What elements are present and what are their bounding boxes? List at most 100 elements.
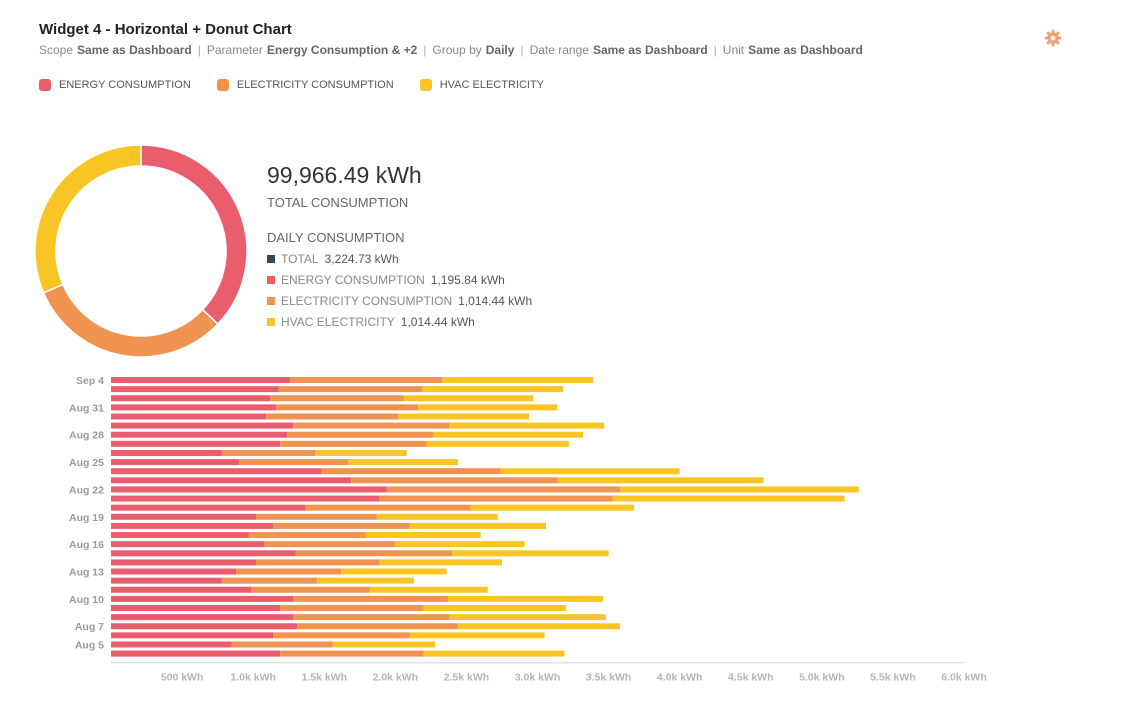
donut-slice[interactable] [42, 283, 219, 357]
bar-segment[interactable] [264, 541, 396, 548]
bar-segment[interactable] [111, 623, 298, 630]
bar-segment[interactable] [433, 431, 583, 438]
bar-segment[interactable] [236, 568, 342, 575]
bar-segment[interactable] [315, 449, 407, 456]
bar-segment[interactable] [418, 404, 558, 411]
bar-segment[interactable] [111, 650, 281, 657]
bar-segment[interactable] [111, 404, 276, 411]
bar-segment[interactable] [305, 504, 471, 511]
bar-segment[interactable] [369, 586, 488, 593]
bar-segment[interactable] [111, 431, 288, 438]
bar-segment[interactable] [386, 486, 620, 493]
bar-segment[interactable] [423, 605, 566, 611]
donut-slice[interactable] [140, 145, 247, 326]
bar-segment[interactable] [557, 477, 764, 484]
bar-segment[interactable] [295, 550, 453, 557]
bar-segment[interactable] [321, 468, 501, 475]
bar-segment[interactable] [409, 522, 547, 529]
bar-segment[interactable] [395, 541, 525, 548]
bar-segment[interactable] [332, 641, 436, 648]
bar-segment[interactable] [111, 477, 352, 484]
bar-segment[interactable] [111, 395, 271, 402]
bar-segment[interactable] [275, 404, 419, 411]
bar-segment[interactable] [270, 395, 404, 402]
bar-segment[interactable] [256, 559, 380, 566]
bar-segment[interactable] [273, 522, 410, 529]
bar-segment[interactable] [231, 641, 333, 648]
bar-segment[interactable] [111, 577, 222, 584]
bar-segment[interactable] [111, 614, 293, 621]
bar-segment[interactable] [111, 468, 322, 475]
bar-segment[interactable] [111, 550, 296, 557]
bar-segment[interactable] [111, 413, 266, 420]
bar-segment[interactable] [111, 522, 274, 529]
bar-segment[interactable] [449, 422, 605, 429]
bar-segment[interactable] [398, 413, 529, 420]
bar-segment[interactable] [442, 377, 593, 383]
bar-segment[interactable] [111, 422, 293, 429]
bar-segment[interactable] [500, 468, 680, 475]
bar-segment[interactable] [449, 614, 606, 621]
bar-segment[interactable] [111, 641, 232, 648]
bar-segment[interactable] [111, 440, 281, 447]
bar-segment[interactable] [341, 568, 447, 575]
bar-segment[interactable] [238, 459, 349, 466]
bar-segment[interactable] [265, 413, 399, 420]
bar-segment[interactable] [470, 504, 635, 511]
bar-segment[interactable] [317, 577, 414, 584]
bar-segment[interactable] [256, 513, 377, 520]
bar-segment[interactable] [379, 559, 502, 566]
bar-segment[interactable] [111, 459, 239, 466]
bar-segment[interactable] [447, 595, 603, 602]
donut-slice[interactable] [35, 145, 142, 294]
bar-segment[interactable] [111, 504, 306, 511]
gear-icon[interactable] [1044, 29, 1062, 47]
legend-item-energy-consumption[interactable]: ENERGY CONSUMPTION [39, 79, 191, 91]
bar-segment[interactable] [111, 532, 249, 539]
bar-segment[interactable] [111, 568, 237, 575]
bar-segment[interactable] [221, 577, 318, 584]
bar-segment[interactable] [111, 632, 274, 639]
bar-segment[interactable] [292, 614, 450, 621]
bar-segment[interactable] [111, 513, 257, 520]
bar-segment[interactable] [111, 377, 291, 383]
bar-segment[interactable] [403, 395, 534, 402]
legend-item-hvac-electricity[interactable]: HVAC ELECTRICITY [419, 79, 544, 91]
bar-segment[interactable] [111, 586, 252, 593]
bar-segment[interactable] [619, 486, 859, 493]
bar-segment[interactable] [280, 650, 424, 657]
bar-segment[interactable] [612, 495, 845, 502]
bar-segment[interactable] [221, 449, 316, 456]
bar-segment[interactable] [379, 495, 613, 502]
bar-segment[interactable] [457, 623, 620, 630]
bar-segment[interactable] [376, 513, 498, 520]
bar-segment[interactable] [426, 440, 569, 447]
bar-segment[interactable] [290, 377, 443, 383]
bar-segment[interactable] [351, 477, 558, 484]
bar-segment[interactable] [297, 623, 458, 630]
bar-segment[interactable] [111, 541, 265, 548]
bar-segment[interactable] [111, 559, 257, 566]
bar-segment[interactable] [348, 459, 458, 466]
bar-segment[interactable] [287, 431, 434, 438]
bar-segment[interactable] [292, 595, 448, 602]
bar-segment[interactable] [111, 449, 222, 456]
bar-segment[interactable] [111, 386, 279, 393]
bar-segment[interactable] [452, 550, 609, 557]
bar-segment[interactable] [280, 605, 424, 611]
bar-segment[interactable] [409, 632, 545, 639]
bar-segment[interactable] [273, 632, 410, 639]
bar-segment[interactable] [280, 440, 427, 447]
legend-item-electricity-consumption[interactable]: ELECTRICITY CONSUMPTION [216, 79, 394, 91]
bar-segment[interactable] [248, 532, 366, 539]
bar-segment[interactable] [422, 386, 564, 393]
bar-segment[interactable] [423, 650, 565, 657]
bar-segment[interactable] [111, 486, 387, 493]
bar-segment[interactable] [111, 495, 380, 502]
bar-segment[interactable] [111, 605, 281, 611]
bar-segment[interactable] [251, 586, 370, 593]
bar-segment[interactable] [111, 595, 293, 602]
bar-segment[interactable] [365, 532, 481, 539]
bar-segment[interactable] [278, 386, 423, 393]
bar-segment[interactable] [292, 422, 450, 429]
